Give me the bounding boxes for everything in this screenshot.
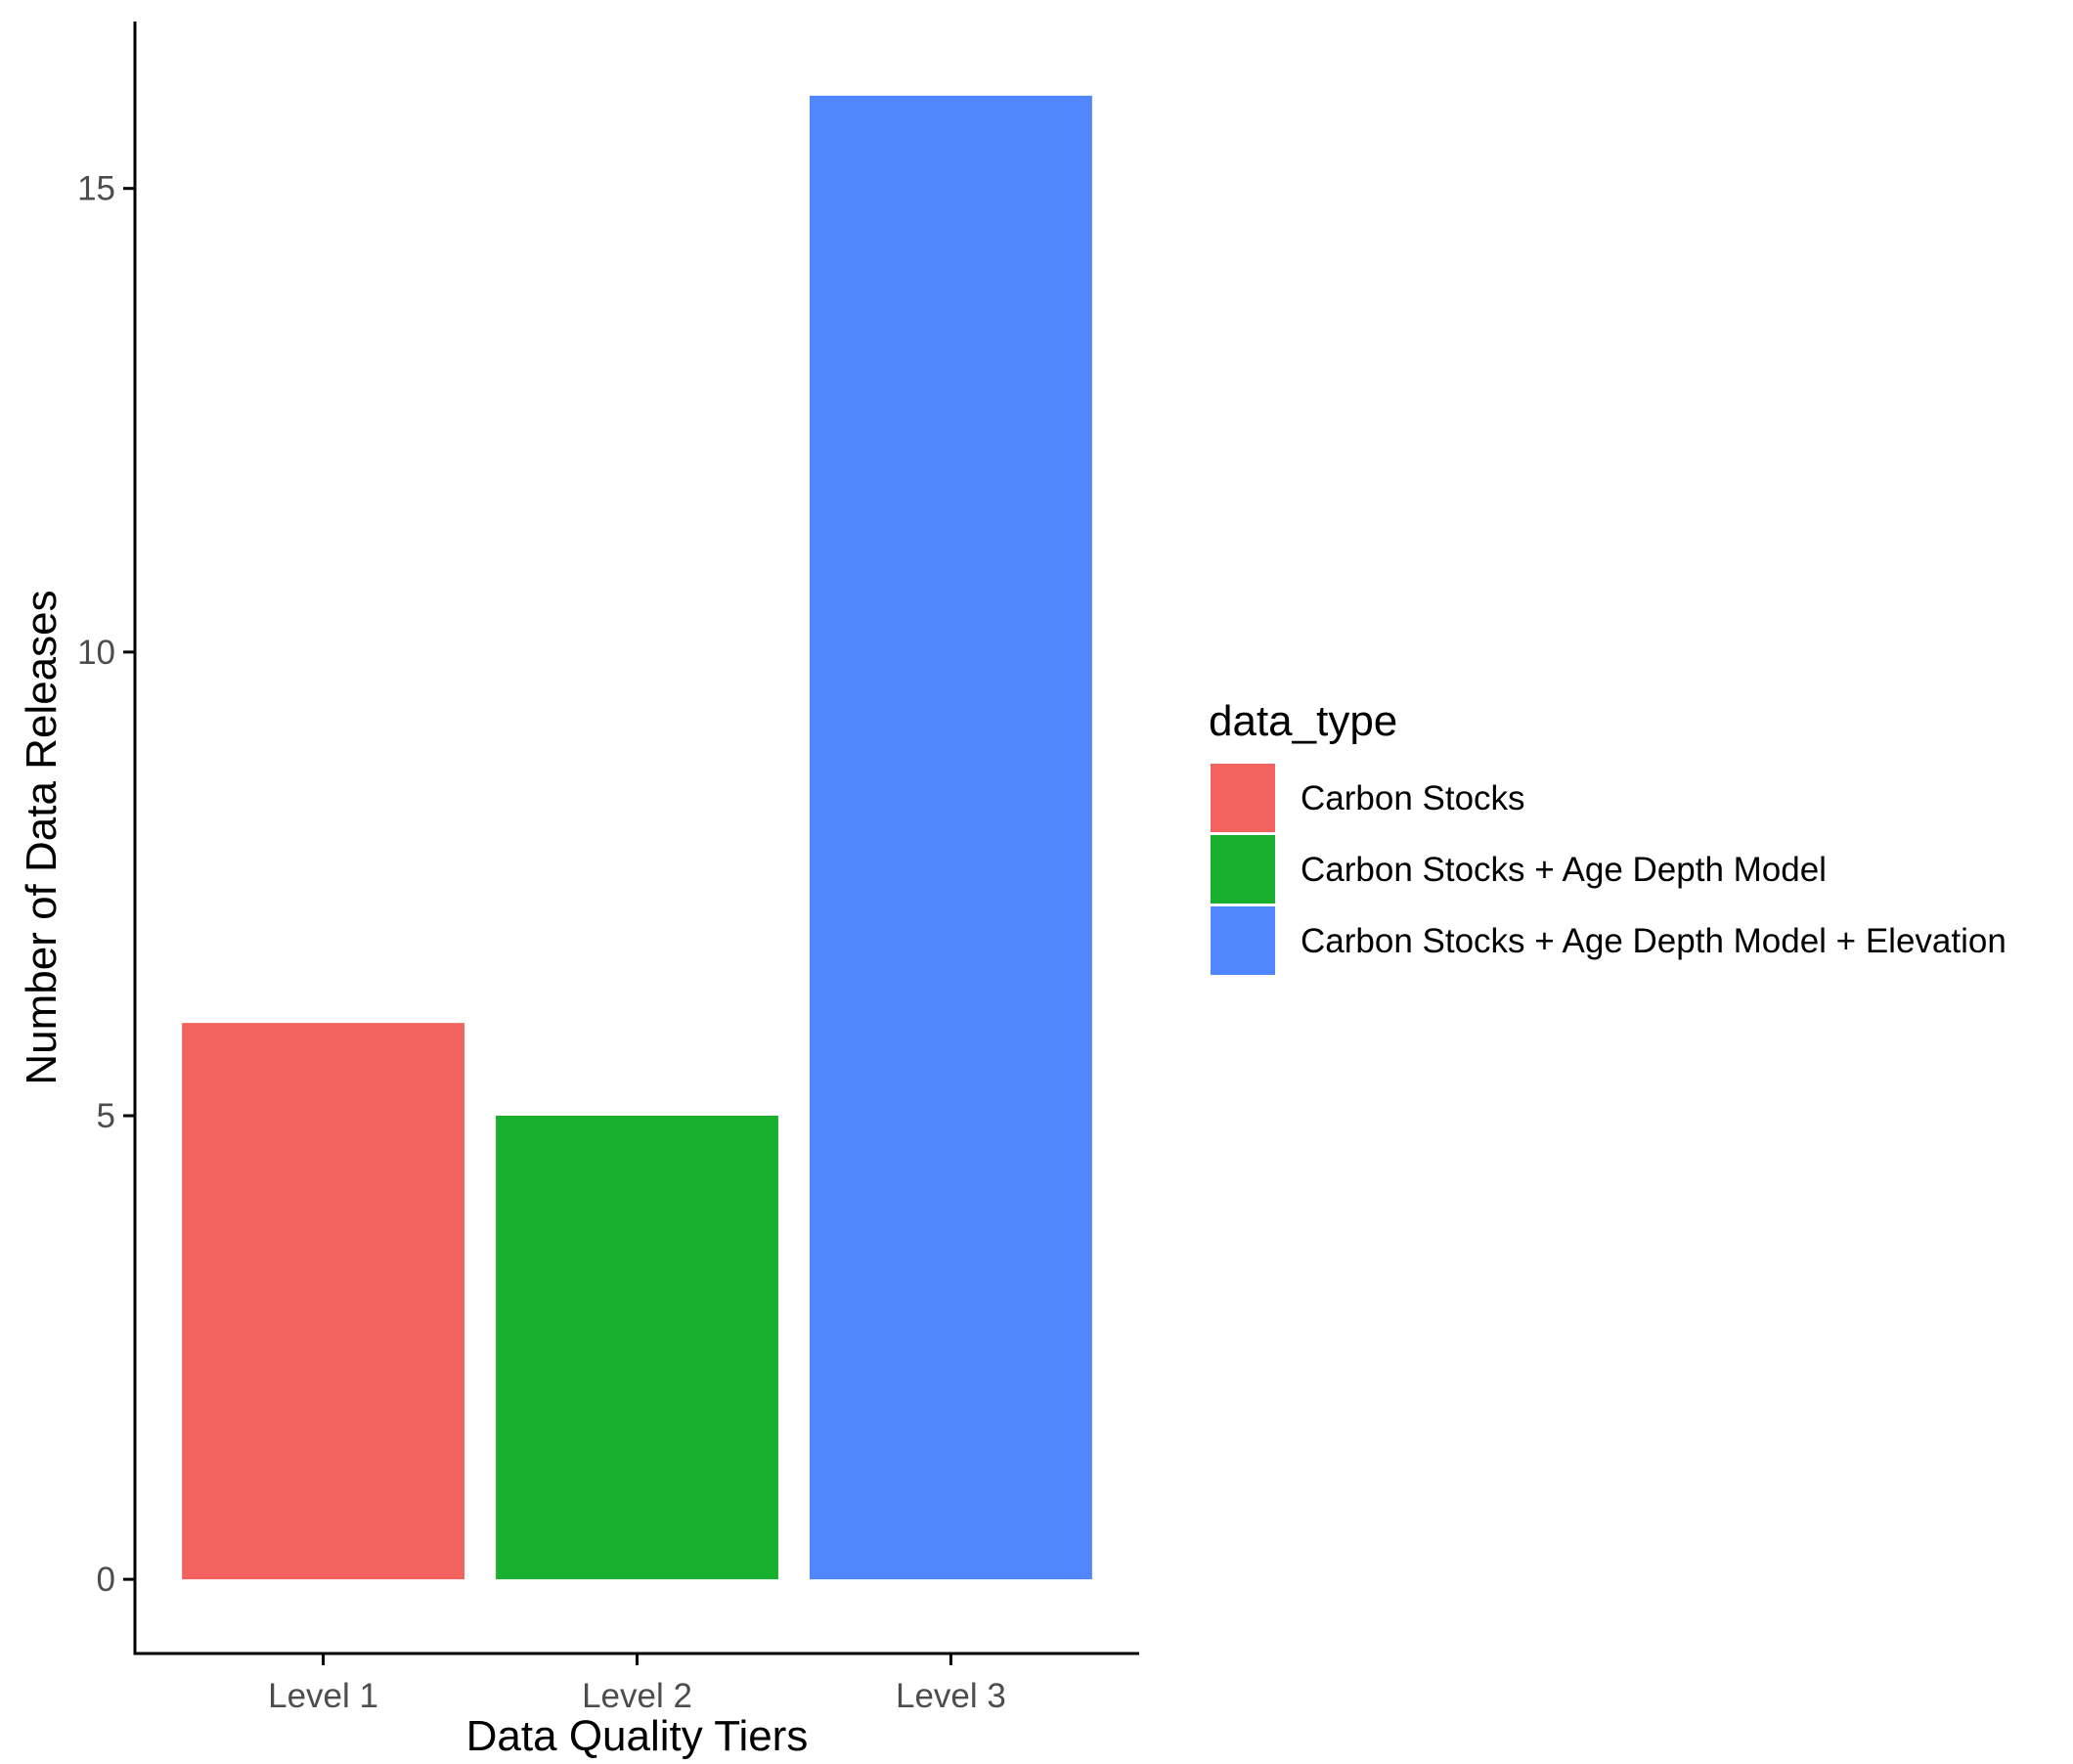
y-axis: 0 5 10 15 — [77, 22, 137, 1655]
legend: data_type Carbon Stocks Carbon Stocks + A… — [1209, 697, 2007, 975]
y-axis-title: Number of Data Releases — [18, 590, 66, 1084]
bars-group — [182, 95, 1092, 1580]
y-tick-label: 0 — [97, 1561, 115, 1599]
y-tick-label: 10 — [77, 634, 115, 672]
x-axis-title: Data Quality Tiers — [466, 1712, 809, 1760]
y-tick-label: 15 — [77, 170, 115, 208]
bar-level-1 — [182, 1023, 464, 1580]
y-tick-label: 5 — [97, 1097, 115, 1135]
legend-swatch — [1211, 906, 1275, 975]
legend-label: Carbon Stocks + Age Depth Model + Elevat… — [1301, 922, 2007, 960]
legend-label: Carbon Stocks — [1301, 779, 1525, 817]
bar-level-2 — [496, 1115, 778, 1580]
legend-swatch — [1211, 764, 1275, 832]
legend-label: Carbon Stocks + Age Depth Model — [1301, 851, 1827, 889]
x-axis: Level 1 Level 2 Level 3 — [133, 1652, 1139, 1715]
x-tick-label: Level 3 — [896, 1677, 1006, 1715]
x-tick-label: Level 2 — [582, 1677, 692, 1715]
legend-title: data_type — [1209, 697, 1397, 745]
legend-swatch — [1211, 835, 1275, 904]
bar-level-3 — [810, 95, 1092, 1580]
x-tick-label: Level 1 — [268, 1677, 378, 1715]
